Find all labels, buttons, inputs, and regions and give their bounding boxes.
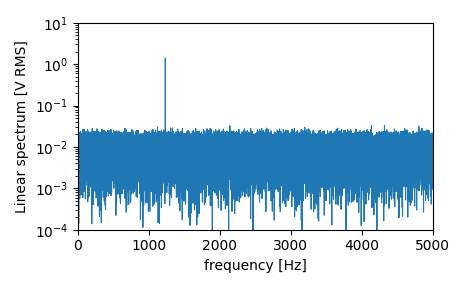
Y-axis label: Linear spectrum [V RMS]: Linear spectrum [V RMS]	[15, 40, 29, 213]
X-axis label: frequency [Hz]: frequency [Hz]	[204, 259, 306, 273]
